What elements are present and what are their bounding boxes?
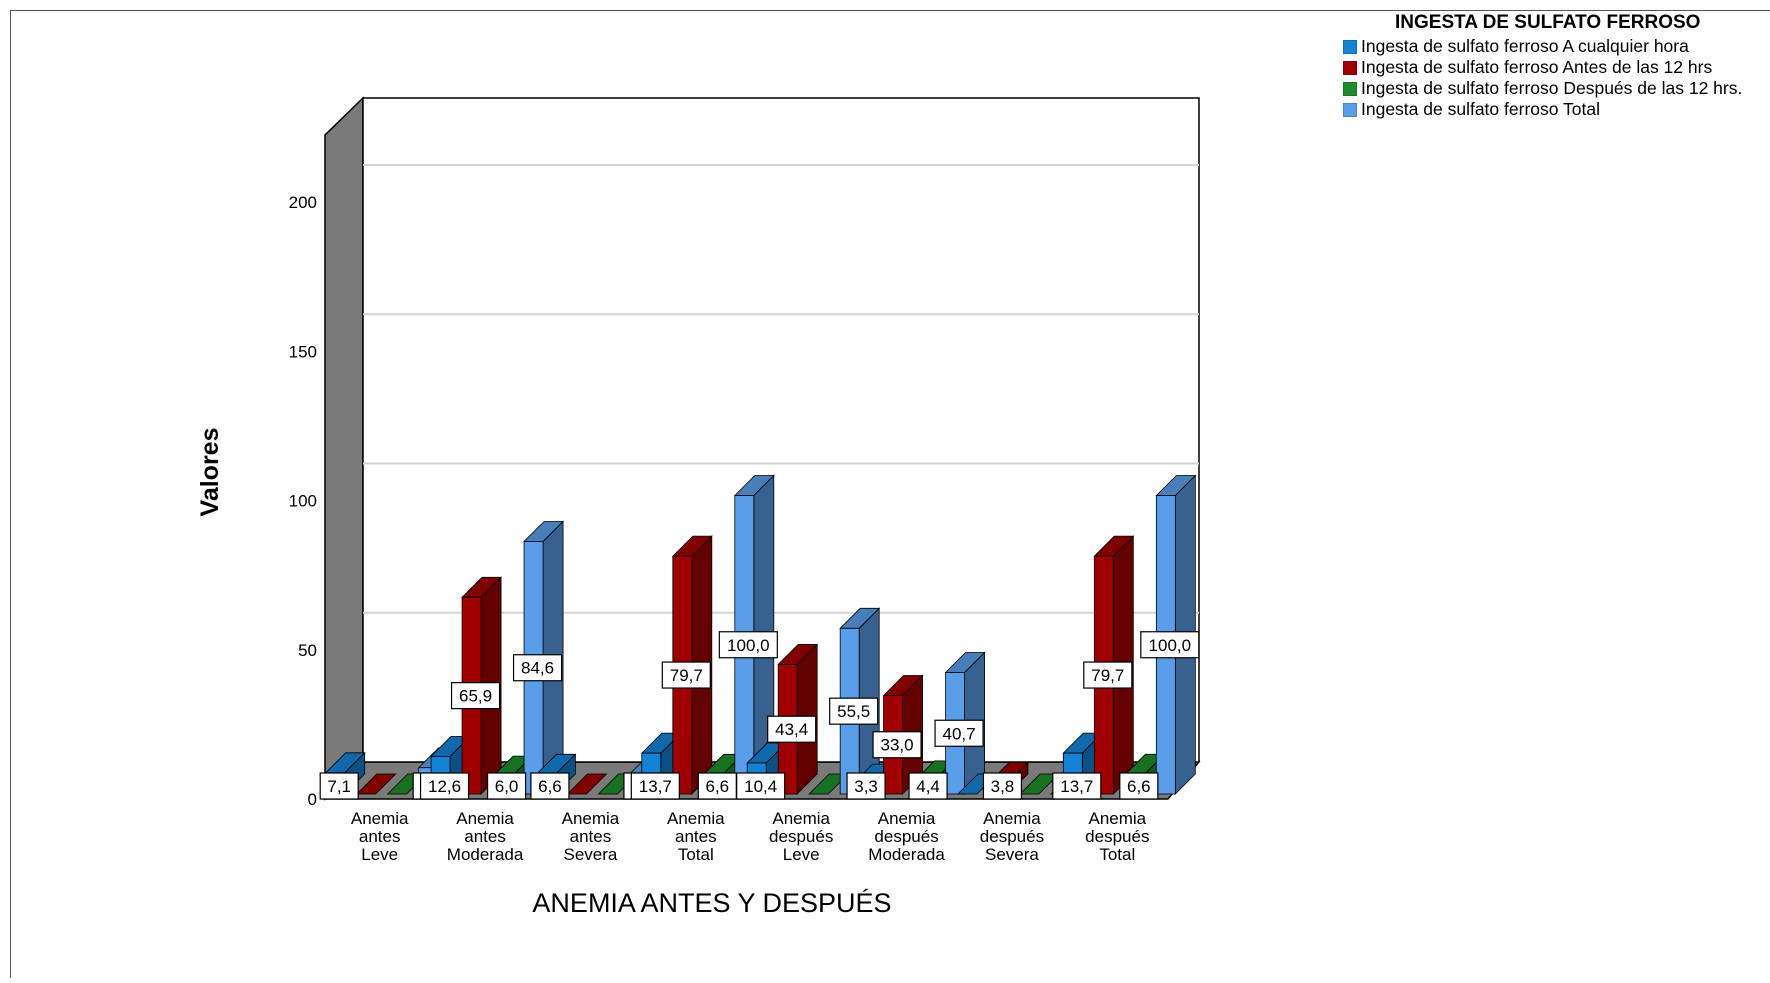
x-tick-label: Leve xyxy=(361,845,398,864)
legend-swatch xyxy=(1343,40,1357,54)
x-tick-label: Severa xyxy=(985,845,1039,864)
data-label: 4,4 xyxy=(916,777,940,796)
data-label: 6,0 xyxy=(495,777,519,796)
data-label: 43,4 xyxy=(775,720,808,739)
legend-label: Ingesta de sulfato ferroso Después de la… xyxy=(1361,79,1766,98)
x-tick-label: Anemia xyxy=(878,809,936,828)
legend-swatch xyxy=(1343,103,1357,117)
data-label: 84,6 xyxy=(521,659,554,678)
data-label: 6,6 xyxy=(538,777,562,796)
y-tick-label: 200 xyxy=(289,193,317,212)
y-tick-label: 100 xyxy=(289,492,317,511)
x-tick-label: Moderada xyxy=(447,845,524,864)
x-axis-title: ANEMIA ANTES Y DESPUÉS xyxy=(532,888,891,918)
legend-item: Ingesta de sulfato ferroso Después de la… xyxy=(1343,79,1770,98)
data-label: 12,6 xyxy=(428,777,461,796)
data-label: 79,7 xyxy=(1091,666,1124,685)
data-label: 3,8 xyxy=(991,777,1015,796)
legend-title: INGESTA DE SULFATO FERROSO xyxy=(1343,11,1770,35)
y-tick-label: 50 xyxy=(298,641,317,660)
data-label: 100,0 xyxy=(1149,636,1192,655)
legend-item: Ingesta de sulfato ferroso A cualquier h… xyxy=(1343,37,1770,56)
x-tick-label: Anemia xyxy=(667,809,725,828)
data-label: 40,7 xyxy=(943,724,976,743)
data-label: 3,3 xyxy=(854,777,878,796)
x-tick-label: después xyxy=(980,827,1044,846)
data-label: 100,0 xyxy=(727,636,770,655)
legend-label: Ingesta de sulfato ferroso Antes de las … xyxy=(1361,58,1766,77)
x-tick-label: antes xyxy=(464,827,506,846)
x-tick-label: Severa xyxy=(564,845,618,864)
legend-item: Ingesta de sulfato ferroso Antes de las … xyxy=(1343,58,1770,77)
data-label: 13,7 xyxy=(639,777,672,796)
legend-label: Ingesta de sulfato ferroso A cualquier h… xyxy=(1361,37,1766,56)
data-label: 79,7 xyxy=(670,666,703,685)
y-tick-label: 150 xyxy=(289,342,317,361)
legend: INGESTA DE SULFATO FERROSO Ingesta de su… xyxy=(1343,11,1770,119)
x-tick-label: Anemia xyxy=(983,809,1041,828)
x-tick-label: Anemia xyxy=(562,809,620,828)
x-tick-label: Leve xyxy=(783,845,820,864)
plot-area: 0501001502007,18,812,665,96,084,66,66,61… xyxy=(289,98,1199,864)
side-wall xyxy=(325,98,363,799)
legend-swatch xyxy=(1343,82,1357,96)
data-label: 6,6 xyxy=(705,777,729,796)
x-tick-label: Anemia xyxy=(351,809,409,828)
data-label: 33,0 xyxy=(881,736,914,755)
data-label: 6,6 xyxy=(1127,777,1151,796)
x-tick-label: después xyxy=(874,827,938,846)
x-tick-label: antes xyxy=(675,827,717,846)
x-tick-label: Anemia xyxy=(772,809,830,828)
x-tick-label: Total xyxy=(1099,845,1135,864)
data-label: 55,5 xyxy=(837,702,870,721)
data-label: 7,1 xyxy=(327,777,351,796)
x-tick-label: después xyxy=(769,827,833,846)
x-tick-label: Total xyxy=(678,845,714,864)
legend-swatch xyxy=(1343,61,1357,75)
data-label: 13,7 xyxy=(1060,777,1093,796)
x-tick-label: antes xyxy=(359,827,401,846)
y-tick-label: 0 xyxy=(308,790,317,809)
data-label: 10,4 xyxy=(744,777,777,796)
x-tick-label: Moderada xyxy=(868,845,945,864)
data-label: 65,9 xyxy=(459,687,492,706)
x-tick-label: después xyxy=(1085,827,1149,846)
x-tick-label: Anemia xyxy=(1088,809,1146,828)
legend-label: Ingesta de sulfato ferroso Total xyxy=(1361,100,1766,119)
legend-items: Ingesta de sulfato ferroso A cualquier h… xyxy=(1343,37,1770,119)
x-tick-label: Anemia xyxy=(456,809,514,828)
legend-item: Ingesta de sulfato ferroso Total xyxy=(1343,100,1770,119)
y-axis-title: Valores xyxy=(196,428,224,517)
x-tick-label: antes xyxy=(570,827,612,846)
